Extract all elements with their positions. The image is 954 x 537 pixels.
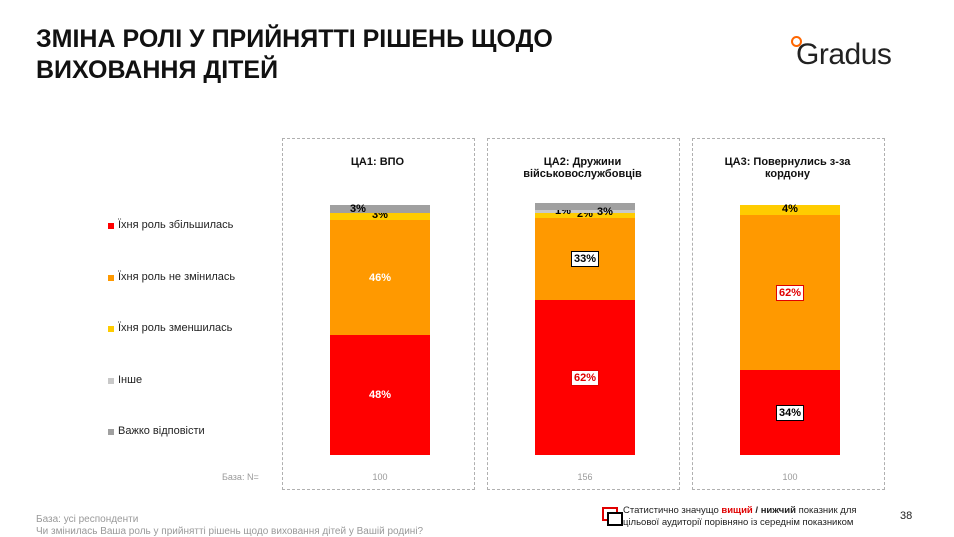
legend-swatch — [108, 223, 114, 229]
bar-segment — [330, 220, 430, 335]
legend-label: Їхня роль не змінилась — [118, 270, 236, 283]
note-text: Статистично значущо — [623, 505, 722, 516]
page-number: 38 — [900, 510, 913, 522]
bar-segment — [330, 335, 430, 455]
legend-swatch — [108, 274, 114, 281]
value-label: 33% — [570, 250, 600, 267]
note-text: / — [752, 505, 761, 516]
value-label: 46% — [368, 271, 392, 284]
legend-label: Їхня роль збільшилась — [118, 219, 234, 231]
note-icon — [607, 512, 623, 526]
bar-segment — [535, 202, 635, 210]
bar-segment — [535, 212, 635, 218]
value-label: 3% — [350, 202, 366, 215]
legend-swatch — [108, 429, 114, 435]
significance-note: Статистично значущо вищий / нижчий показ… — [623, 505, 883, 529]
value-label: 3% — [597, 206, 613, 219]
legend-label: Важко відповісти — [118, 425, 205, 437]
note-text: показник для цільової аудиторії порівнян… — [623, 505, 857, 528]
legend-label: Їхня роль зменшилась — [118, 322, 233, 334]
legend-label: Інше — [118, 373, 143, 386]
category-label: ЦА3: Повернулись з-за кордону — [724, 156, 851, 180]
bar-segment — [740, 205, 840, 215]
legend-swatch — [108, 377, 114, 384]
bar-segment — [535, 210, 635, 213]
value-label: 48% — [368, 389, 392, 401]
value-label: 62% — [570, 369, 600, 386]
question: Чи змінилась Ваша роль у прийнятті рішен… — [36, 526, 424, 537]
value-label: 34% — [775, 404, 805, 421]
value-label: 4% — [782, 203, 798, 215]
panel — [282, 138, 475, 490]
bar-segment — [330, 205, 430, 213]
legend-swatch — [108, 326, 114, 332]
base-n: 100 — [782, 472, 798, 482]
category-label: ЦА1: ВПО — [350, 156, 405, 168]
base-n: 100 — [372, 472, 388, 482]
base-note: База: усі респонденти — [36, 514, 139, 525]
bar-segment — [330, 212, 430, 220]
logo-mark — [791, 36, 802, 47]
base-n: 156 — [577, 472, 593, 482]
panel — [487, 138, 680, 490]
category-label: ЦА2: Дружини військовослужбовців — [523, 156, 642, 180]
logo: Gradus — [796, 38, 892, 71]
base-label: База: N= — [222, 472, 259, 482]
slide-title: ЗМІНА РОЛІ У ПРИЙНЯТТІ РІШЕНЬ ЩОДО ВИХОВ… — [36, 25, 553, 84]
note-lower: нижчий — [760, 505, 796, 516]
value-label: 62% — [775, 284, 805, 301]
note-higher: вищий — [721, 505, 753, 516]
panel — [692, 138, 885, 490]
